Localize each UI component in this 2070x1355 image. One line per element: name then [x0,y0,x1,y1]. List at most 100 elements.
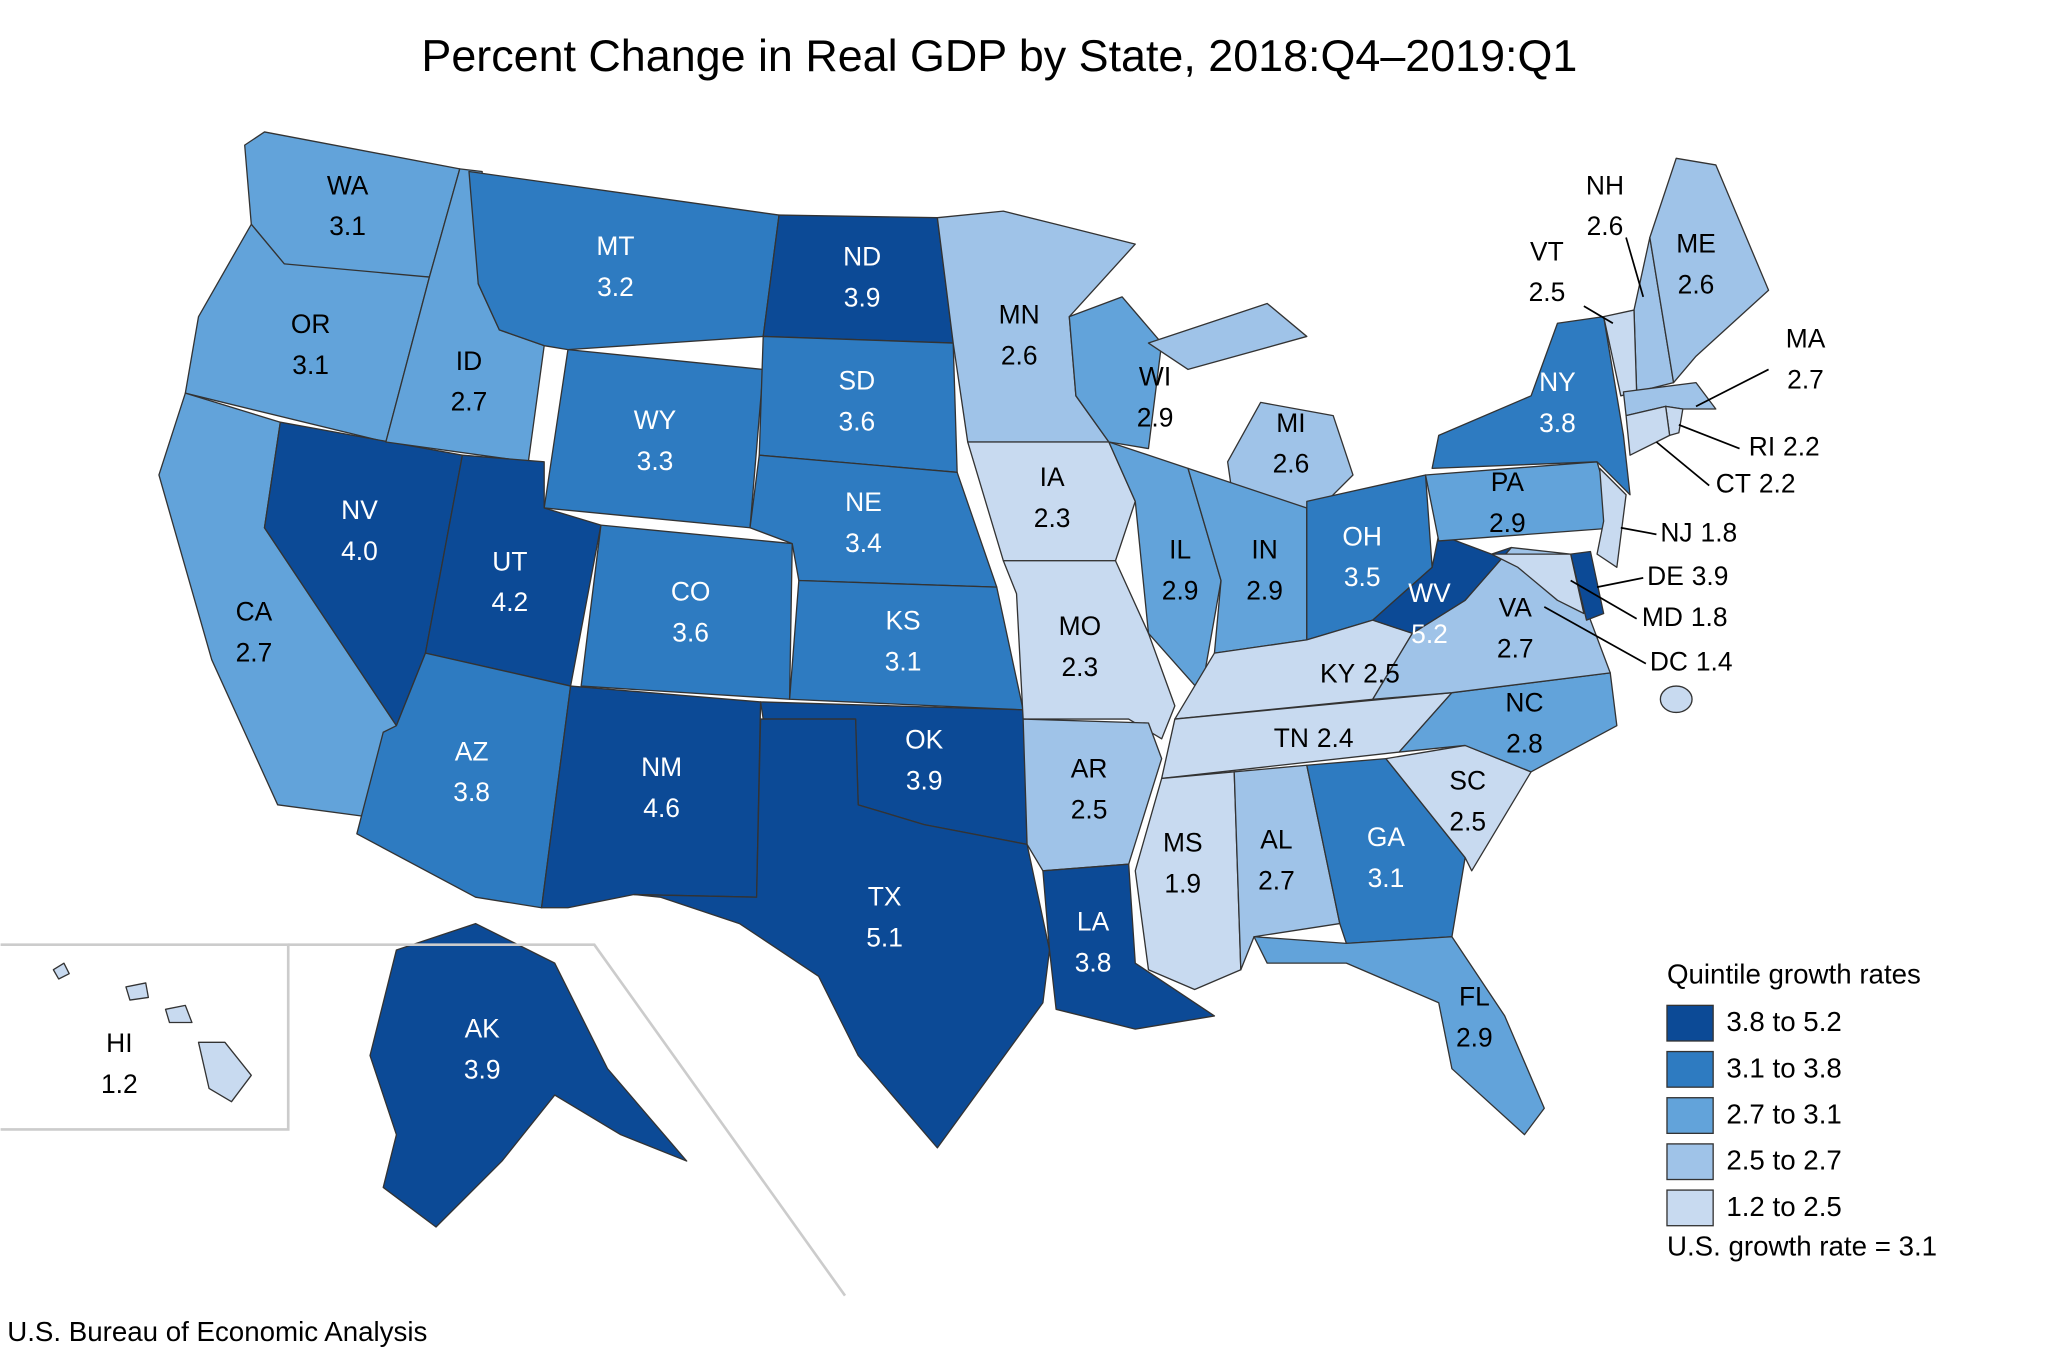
state-name: OR [291,309,331,339]
state-name: NJ [1660,517,1692,547]
state-name: GA [1367,822,1406,852]
state-value: 2.4 [1317,723,1354,753]
state-label: RI 2.2 [1749,432,1820,462]
state-name: NH [1586,170,1624,200]
state-value: 1.2 [101,1069,138,1099]
state-shape [1147,302,1308,371]
state-name: AL [1260,825,1292,855]
state-shape [1625,405,1671,456]
state-value: 2.6 [1001,341,1038,371]
state-name: CA [236,596,273,626]
state-value: 4.0 [341,536,378,566]
state-shape [164,1004,193,1024]
hi-inset-frame [0,943,290,1131]
legend-swatch [1666,1004,1714,1042]
legend-swatch [1666,1189,1714,1227]
state-name: CO [671,577,711,607]
legend-swatch [1666,1143,1714,1181]
state-shape [788,579,1024,711]
state-name: TN [1274,723,1309,753]
state-value: 2.5 [1363,658,1400,688]
state-value: 1.8 [1691,602,1728,632]
state-value: 3.6 [839,406,876,436]
legend-label: 2.5 to 2.7 [1726,1145,1841,1176]
state-name: NC [1505,688,1543,718]
state-name: MO [1059,611,1102,641]
state-labels: WA 3.1 OR 3.1 CA 2.7 NV 4.0 ID 2.7 MT 3.2 WY 3.3 UT 4.2… [101,170,1826,1098]
state-value: 2.5 [1071,794,1108,824]
state-name: NM [641,752,682,782]
state-shape [1570,550,1605,621]
state-value: 3.9 [464,1054,501,1084]
source: U.S. Bureau of Economic Analysis [7,1316,427,1347]
state-name: PA [1491,467,1525,497]
state-value: 2.9 [1456,1023,1493,1053]
state-name: CT [1716,468,1751,498]
state-value: 2.9 [1246,575,1283,605]
state-shape [1431,315,1631,496]
state-shape [1490,553,1585,615]
state-value: 3.9 [1692,561,1729,591]
state-name: MN [999,300,1040,330]
state-name: UT [492,546,527,576]
state-name: MI [1276,408,1305,438]
state-value: 2.2 [1759,468,1796,498]
state-shape [1068,296,1163,450]
state-shape [1372,533,1512,634]
state-name: IA [1040,462,1065,492]
state-name: LA [1077,907,1110,937]
legend-label: 3.8 to 5.2 [1726,1006,1841,1037]
state-value: 5.1 [866,922,903,952]
state-name: ND [843,242,881,272]
state-value: 3.5 [1344,562,1381,592]
state-name: WI [1139,362,1171,392]
state-name: IN [1251,534,1277,564]
state-name: RI [1749,432,1775,462]
leader-line [1625,237,1645,298]
state-shape [1233,764,1341,971]
state-value: 2.9 [1489,508,1526,538]
state-name: MS [1163,827,1203,857]
state-shape [633,718,1051,1149]
leader-line [1543,606,1647,665]
state-shape [125,982,150,1001]
state-value: 2.6 [1587,211,1624,241]
state-value: 1.4 [1696,647,1733,677]
state-name: DE [1647,561,1684,591]
state-shape [1385,744,1532,872]
legend-label: 2.7 to 3.1 [1726,1099,1841,1130]
legend-swatch [1666,1050,1714,1088]
leader-line [1570,579,1638,620]
state-shape [1042,863,1216,1030]
state-value: 3.9 [906,765,943,795]
state-label: CT 2.2 [1716,468,1796,498]
state-value: 3.1 [329,211,366,241]
state-name: MT [596,231,634,261]
state-name: HI [106,1028,132,1058]
state-value: 3.9 [844,282,881,312]
state-name: AR [1071,753,1108,783]
state-name: AZ [455,736,489,766]
state-value: 5.2 [1411,619,1448,649]
state-shape [52,962,70,980]
state-value: 2.6 [1273,449,1310,479]
state-name: TX [868,881,902,911]
legend: 3.8 to 5.2 3.1 to 3.8 2.7 to 3.1 2.5 to 2.7… [1666,1004,1842,1227]
state-value: 2.7 [451,387,488,417]
state-shape [197,1041,252,1103]
state-value: 2.6 [1678,269,1715,299]
state-value: 2.5 [1529,277,1566,307]
state-shape [543,348,764,529]
state-name: WY [634,405,677,435]
note: U.S. growth rate = 3.1 [1667,1230,1937,1261]
legend-label: 3.1 to 3.8 [1726,1052,1841,1083]
state-value: 3.8 [1075,947,1112,977]
state-name: ME [1676,228,1716,258]
state-value: 4.2 [492,587,529,617]
state-value: 3.8 [453,777,490,807]
state-name: OH [1342,521,1382,551]
state-name: WV [1408,578,1451,608]
state-shape [967,441,1136,562]
state-label: NJ 1.8 [1660,517,1737,547]
